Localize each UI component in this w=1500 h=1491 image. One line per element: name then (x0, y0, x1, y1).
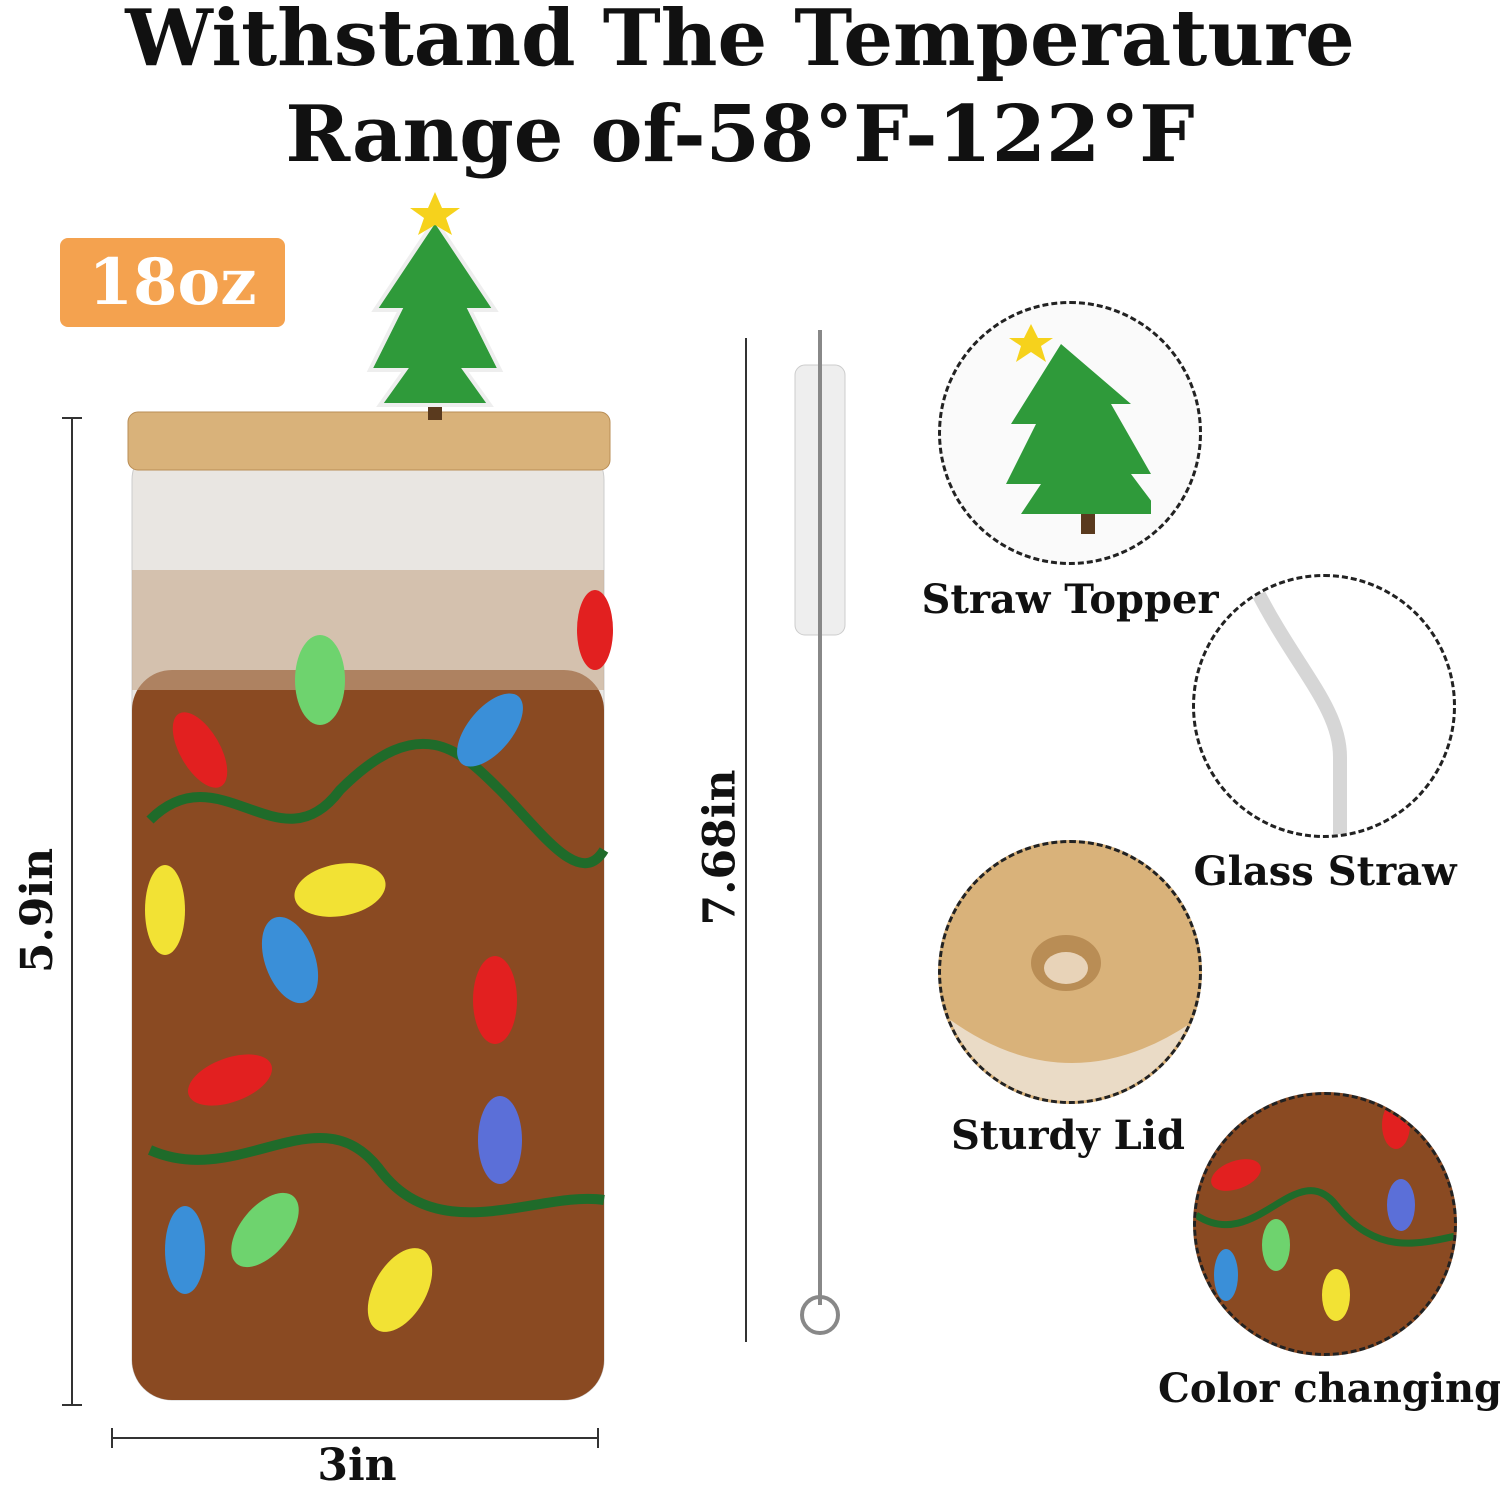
glass-cup-illustration (127, 192, 613, 1401)
headline-line-2: Range of-58°F-122°F (285, 89, 1195, 180)
christmas-lights-icon (1196, 1101, 1454, 1321)
christmas-tree-icon (1006, 324, 1151, 534)
feature-label-straw-topper: Straw Topper (921, 576, 1219, 623)
feature-label-color-changing: Color changing (1157, 1365, 1500, 1412)
sturdy-lid-circle (938, 840, 1202, 1104)
feature-label-glass-straw: Glass Straw (1193, 848, 1457, 895)
straw-topper-circle (938, 301, 1202, 565)
cleaning-brush-icon (794, 330, 846, 1335)
width-dimension-line (111, 1428, 599, 1448)
color-changing-circle (1193, 1092, 1457, 1356)
tree-topper-icon (366, 192, 504, 420)
bamboo-lid-icon (941, 935, 1199, 1101)
glass-straw-icon (1248, 583, 1347, 835)
height-label: 5.9in (12, 847, 64, 974)
capacity-badge: 18oz (60, 238, 285, 327)
headline-line-1: Withstand The Temperature (125, 0, 1355, 84)
width-label: 3in (317, 1440, 397, 1491)
feature-label-sturdy-lid: Sturdy Lid (951, 1112, 1185, 1159)
glass-straw-circle (1192, 574, 1456, 838)
brush-dimension-line (745, 338, 747, 1342)
height-dimension-line (62, 417, 82, 1406)
brush-length-label: 7.68in (694, 769, 746, 926)
